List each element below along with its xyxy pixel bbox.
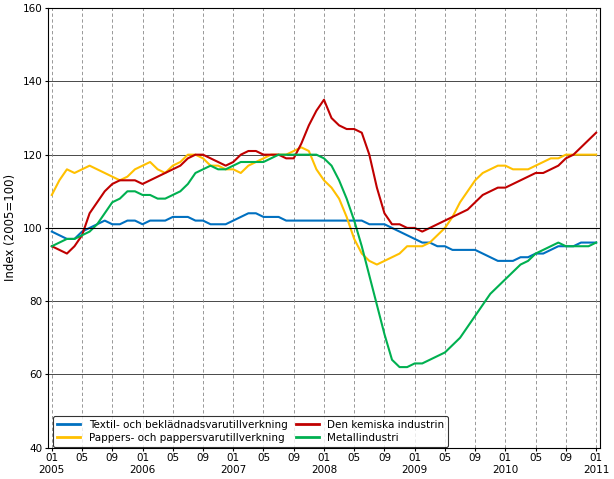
- Den kemiska industrin: [321, 97, 328, 103]
- Line: Metallindustri: Metallindustri: [52, 155, 596, 367]
- Den kemiska industrin: [63, 251, 71, 256]
- Textil- och beklädnadsvarutillverkning: [169, 214, 176, 220]
- Metallindustri: [593, 240, 600, 245]
- Den kemiska industrin: [177, 163, 184, 169]
- Pappers- och pappersvarutillverkning: [593, 152, 600, 158]
- Textil- och beklädnadsvarutillverkning: [532, 251, 539, 256]
- Den kemiska industrin: [237, 152, 244, 158]
- Line: Den kemiska industrin: Den kemiska industrin: [52, 100, 596, 253]
- Metallindustri: [275, 152, 282, 158]
- Pappers- och pappersvarutillverkning: [373, 262, 381, 267]
- Den kemiska industrin: [517, 177, 524, 183]
- Pappers- och pappersvarutillverkning: [48, 192, 55, 198]
- Pappers- och pappersvarutillverkning: [532, 163, 539, 169]
- Metallindustri: [554, 240, 562, 245]
- Den kemiska industrin: [532, 170, 539, 176]
- Metallindustri: [169, 192, 176, 198]
- Metallindustri: [328, 163, 335, 169]
- Line: Textil- och beklädnadsvarutillverkning: Textil- och beklädnadsvarutillverkning: [52, 213, 596, 261]
- Textil- och beklädnadsvarutillverkning: [494, 258, 502, 264]
- Textil- och beklädnadsvarutillverkning: [593, 240, 600, 245]
- Textil- och beklädnadsvarutillverkning: [554, 243, 562, 249]
- Textil- och beklädnadsvarutillverkning: [328, 218, 335, 224]
- Den kemiska industrin: [593, 130, 600, 136]
- Pappers- och pappersvarutillverkning: [298, 145, 305, 150]
- Pappers- och pappersvarutillverkning: [169, 163, 176, 169]
- Textil- och beklädnadsvarutillverkning: [517, 254, 524, 260]
- Pappers- och pappersvarutillverkning: [554, 156, 562, 161]
- Metallindustri: [396, 364, 403, 370]
- Legend: Textil- och beklädnadsvarutillverkning, Pappers- och pappersvarutillverkning, De: Textil- och beklädnadsvarutillverkning, …: [53, 416, 448, 447]
- Metallindustri: [532, 251, 539, 256]
- Metallindustri: [48, 243, 55, 249]
- Den kemiska industrin: [335, 123, 343, 128]
- Den kemiska industrin: [554, 163, 562, 169]
- Textil- och beklädnadsvarutillverkning: [230, 218, 237, 224]
- Metallindustri: [517, 262, 524, 267]
- Line: Pappers- och pappersvarutillverkning: Pappers- och pappersvarutillverkning: [52, 148, 596, 264]
- Pappers- och pappersvarutillverkning: [328, 185, 335, 191]
- Den kemiska industrin: [48, 243, 55, 249]
- Y-axis label: Index (2005=100): Index (2005=100): [4, 174, 17, 282]
- Textil- och beklädnadsvarutillverkning: [48, 228, 55, 234]
- Textil- och beklädnadsvarutillverkning: [245, 210, 252, 216]
- Pappers- och pappersvarutillverkning: [230, 166, 237, 172]
- Pappers- och pappersvarutillverkning: [517, 166, 524, 172]
- Metallindustri: [230, 163, 237, 169]
